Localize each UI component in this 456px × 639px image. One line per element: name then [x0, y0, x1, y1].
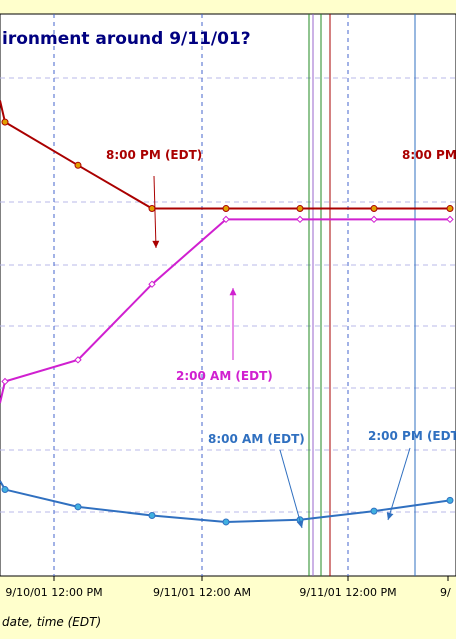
- data-point: [370, 507, 378, 515]
- series-line: [0, 480, 451, 523]
- data-point: [296, 215, 304, 224]
- annotation-label: 8:00 AM (EDT): [208, 432, 305, 446]
- data-point: [222, 205, 230, 213]
- x-tick-label: 9/11/01 12:00 AM: [153, 586, 251, 599]
- chart-title: ironment around 9/11/01?: [2, 29, 251, 49]
- data-point: [74, 503, 82, 511]
- data-point: [446, 496, 454, 504]
- annotation-arrow: [387, 447, 411, 521]
- data-point: [74, 161, 82, 169]
- x-tick-label: 9/10/01 12:00 PM: [5, 586, 102, 599]
- annotation-label: 2:00 PM (EDT): [368, 429, 456, 443]
- data-point: [148, 205, 156, 213]
- x-tick-label: 9/: [440, 586, 451, 599]
- data-point: [446, 205, 454, 213]
- arrow-head: [386, 512, 394, 520]
- data-point: [74, 356, 82, 364]
- x-ticks: 9/10/01 12:00 PM 9/11/01 12:00 AM 9/11/01 …: [5, 576, 451, 599]
- data-point: [148, 511, 156, 519]
- series-red: [0, 100, 454, 213]
- data-point: [370, 205, 378, 213]
- series-blue: [0, 480, 454, 526]
- annotation-label: 2:00 AM (EDT): [176, 369, 273, 383]
- plot-area: [0, 13, 456, 577]
- data-point: [296, 205, 304, 213]
- series-line: [0, 218, 450, 404]
- x-tick-label: 9/11/01 12:00 PM: [299, 586, 396, 599]
- data-point: [370, 215, 378, 224]
- annotation-label: 8:00 PM: [402, 148, 456, 162]
- event-lines: [308, 14, 416, 576]
- data-point: [222, 518, 230, 526]
- series-line: [0, 100, 450, 210]
- series-layer: [0, 100, 454, 526]
- data-point: [222, 215, 230, 224]
- data-point: [1, 377, 9, 386]
- grid: [0, 14, 456, 576]
- series-magenta: [0, 215, 454, 404]
- data-point: [1, 486, 9, 494]
- arrow-head: [152, 240, 160, 248]
- data-point: [1, 118, 9, 126]
- arrow-head: [296, 520, 304, 528]
- data-point: [148, 280, 156, 288]
- annotation-arrow: [153, 175, 157, 249]
- data-point: [446, 215, 454, 224]
- annotation-label: 8:00 PM (EDT): [106, 148, 202, 162]
- arrow-head: [229, 288, 237, 296]
- annotation-arrow: [279, 449, 303, 529]
- x-axis-label: date, time (EDT): [2, 615, 101, 629]
- annotations: 8:00 PM (EDT) 8:00 PM 2:00 AM (EDT) 8:00 AM…: [106, 148, 456, 529]
